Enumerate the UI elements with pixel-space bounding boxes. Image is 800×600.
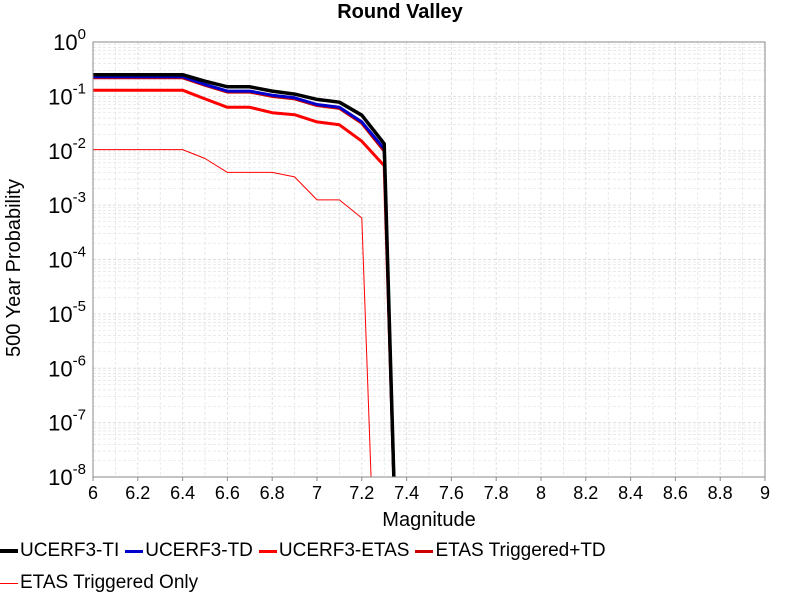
legend-item: UCERF3-TI: [0, 540, 119, 562]
legend-row: UCERF3-TI UCERF3-TD UCERF3-ETAS ETAS Trigge…: [0, 535, 800, 567]
y-tick-label: 10-6: [48, 352, 86, 381]
series-line-ucerf3-td: [93, 75, 396, 477]
legend-swatch: [0, 582, 18, 584]
legend-swatch: [0, 549, 18, 553]
chart-legend: UCERF3-TI UCERF3-TD UCERF3-ETAS ETAS Trigge…: [0, 535, 800, 599]
legend-swatch: [258, 549, 277, 553]
legend-swatch: [125, 549, 144, 553]
y-tick-label: 10-1: [48, 80, 86, 109]
legend-label: ETAS Triggered+TD: [435, 540, 606, 561]
chart-series-layer: [93, 72, 396, 477]
legend-label: ETAS Triggered Only: [20, 572, 199, 593]
x-tick-label: 8: [536, 483, 546, 503]
x-axis-label: Magnitude: [382, 509, 475, 531]
x-tick-label: 7.2: [349, 483, 374, 503]
series-line-ucerf3-etas: [93, 88, 396, 477]
y-tick-label: 10-8: [48, 461, 86, 490]
chart-title: Round Valley: [337, 1, 463, 23]
x-tick-label: 6.6: [215, 483, 240, 503]
series-line-ucerf3-ti: [93, 72, 396, 477]
x-tick-label: 6.2: [125, 483, 150, 503]
x-axis-ticks: 6 6.2 6.4 6.6 6.8 7 7.2 7.4 7.6 7.8 8 8.2 8.4 8.6 8.8 9: [88, 477, 770, 503]
y-tick-label: 10-3: [48, 189, 86, 218]
legend-label: UCERF3-ETAS: [278, 540, 410, 561]
series-line-etas-triggered-td: [93, 76, 396, 477]
x-tick-label: 6.8: [260, 483, 285, 503]
x-tick-label: 6: [88, 483, 98, 503]
y-tick-label: 10-2: [48, 135, 86, 164]
y-tick-label: 10-5: [48, 298, 86, 327]
plot-area-frame: [92, 41, 766, 478]
x-tick-label: 6.4: [170, 483, 195, 503]
chart-grid: [92, 41, 766, 478]
legend-item: UCERF3-TD: [125, 540, 253, 562]
series-line-etas-triggered-only: [93, 149, 372, 477]
x-tick-label: 7.8: [484, 483, 509, 503]
x-tick-label: 8.6: [663, 483, 688, 503]
legend-item: ETAS Triggered+TD: [415, 540, 606, 562]
x-tick-label: 7.4: [394, 483, 419, 503]
y-tick-label: 10-4: [48, 244, 86, 273]
x-tick-label: 8.8: [708, 483, 733, 503]
legend-label: UCERF3-TI: [20, 540, 120, 561]
legend-swatch: [415, 549, 434, 553]
x-tick-label: 7: [312, 483, 322, 503]
y-axis-ticks: 100 10-1 10-2 10-3 10-4 10-5 10-6 10-7 10-8: [48, 26, 86, 490]
y-axis-label: 500 Year Probability: [3, 179, 25, 357]
legend-label: UCERF3-TD: [145, 540, 253, 561]
x-tick-label: 9: [760, 483, 770, 503]
legend-row: ETAS Triggered Only: [0, 567, 800, 599]
y-tick-label: 10-7: [48, 407, 86, 436]
legend-item: UCERF3-ETAS: [258, 540, 410, 562]
legend-item: ETAS Triggered Only: [0, 572, 198, 594]
y-tick-label: 100: [53, 26, 86, 55]
x-tick-label: 8.4: [618, 483, 643, 503]
x-tick-label: 7.6: [439, 483, 464, 503]
x-tick-label: 8.2: [573, 483, 598, 503]
